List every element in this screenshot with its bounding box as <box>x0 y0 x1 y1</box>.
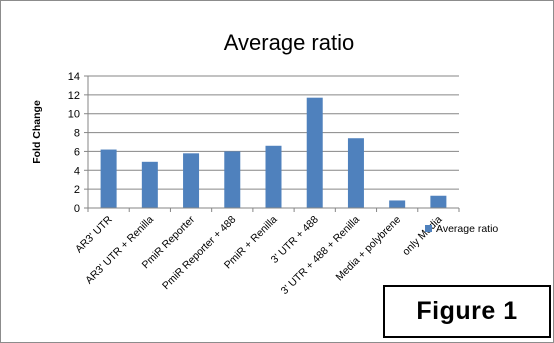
axes <box>84 75 460 212</box>
y-tick-label: 4 <box>74 165 80 177</box>
bar <box>183 153 200 208</box>
figure-label: Figure 1 <box>416 297 518 325</box>
y-tick-label: 14 <box>68 71 80 83</box>
bar <box>347 138 364 208</box>
y-tick-label: 6 <box>74 146 80 158</box>
y-tick-label: 0 <box>74 203 80 215</box>
legend-label: Average ratio <box>436 223 498 235</box>
bar <box>306 97 323 208</box>
bar <box>389 200 406 208</box>
bar <box>224 151 241 208</box>
bar <box>430 195 447 208</box>
x-tick-label: only Media <box>400 214 445 259</box>
y-tick-label: 10 <box>68 109 80 121</box>
figure-label-box: Figure 1 <box>383 285 551 338</box>
x-tick-label: 3' UTR + 488 + Renilla <box>279 214 362 297</box>
bar <box>100 149 117 208</box>
bars <box>100 97 447 208</box>
chart-title: Average ratio <box>224 30 354 55</box>
legend: Average ratio <box>425 223 498 235</box>
bar <box>265 145 282 208</box>
y-tick-labels: 0 2 4 6 8 10 12 14 <box>68 71 80 215</box>
x-tick-label: PmiR Reporter + 488 <box>160 214 239 293</box>
y-tick-label: 8 <box>74 128 80 140</box>
x-tick-label: AR3' UTR <box>73 213 115 255</box>
bar <box>141 161 158 208</box>
y-tick-label: 12 <box>68 90 80 102</box>
y-axis-label: Fold Change <box>31 100 43 164</box>
legend-swatch <box>425 225 432 232</box>
y-tick-label: 2 <box>74 184 80 196</box>
